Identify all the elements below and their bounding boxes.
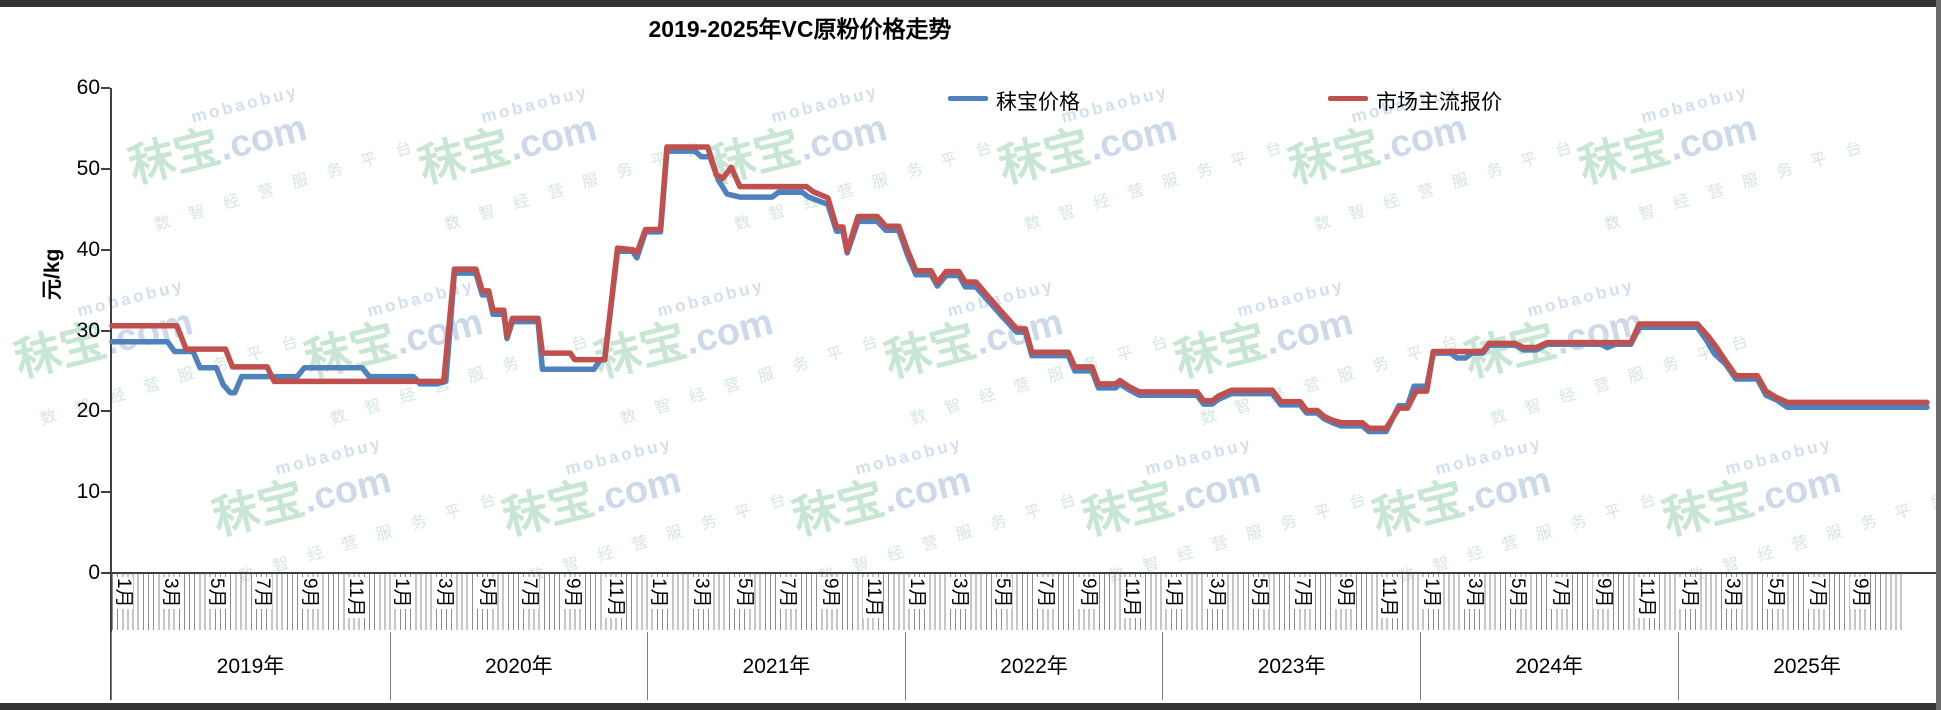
y-tick-label: 40 <box>76 237 100 261</box>
y-tick-mark <box>101 572 110 574</box>
series-line-market <box>109 144 1930 432</box>
year-label: 2024年 <box>1515 655 1584 678</box>
y-tick-mark <box>101 87 110 89</box>
legend-label-mobao: 秣宝价格 <box>996 91 1080 114</box>
year-label: 2023年 <box>1257 655 1326 678</box>
year-label: 2020年 <box>484 655 553 678</box>
y-tick-mark <box>101 491 110 494</box>
year-label: 2025年 <box>1773 655 1841 678</box>
series-line-mobao <box>109 148 1930 435</box>
y-tick-label: 0 <box>88 561 100 584</box>
y-tick-label: 20 <box>76 399 100 423</box>
year-separator <box>1677 632 1679 700</box>
frame-bottom-bar <box>0 703 1941 710</box>
y-tick-label: 10 <box>76 480 100 504</box>
year-separator <box>1162 632 1164 700</box>
year-label: 2021年 <box>742 655 811 678</box>
y-tick-label: 60 <box>76 76 100 99</box>
frame-top-bar <box>0 0 1941 7</box>
year-label: 2019年 <box>216 655 285 678</box>
y-tick-label: 50 <box>76 156 100 180</box>
chart-title: 2019-2025年VC原粉价格走势 <box>648 16 952 42</box>
year-label: 2022年 <box>1000 655 1068 678</box>
y-tick-mark <box>101 410 110 413</box>
year-separator <box>1419 632 1421 700</box>
year-separator <box>904 632 906 700</box>
legend-label-market: 市场主流报价 <box>1376 91 1502 114</box>
legend-swatch-blue <box>948 96 988 101</box>
year-separator <box>110 632 112 700</box>
y-tick-mark <box>101 248 110 251</box>
y-tick-mark <box>101 167 110 170</box>
y-axis-line <box>110 88 112 700</box>
y-tick-mark <box>101 329 110 332</box>
legend-swatch-red <box>1328 96 1368 101</box>
frame-right-edge <box>1936 0 1941 710</box>
year-separator <box>389 632 391 700</box>
year-separator <box>647 632 649 700</box>
y-tick-label: 30 <box>76 318 100 342</box>
x-axis-line <box>110 572 1937 574</box>
